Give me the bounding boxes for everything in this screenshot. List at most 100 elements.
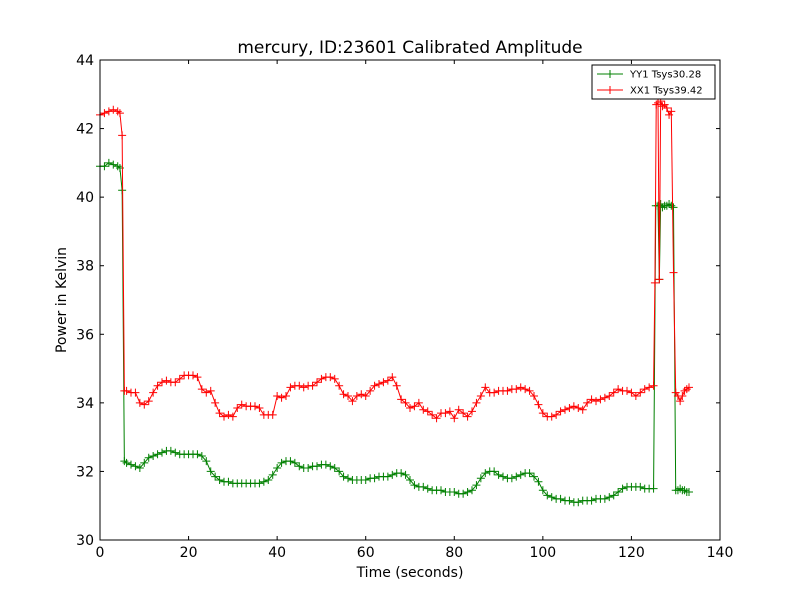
data-point-yy1 xyxy=(144,453,153,462)
x-tick-label: 140 xyxy=(707,545,734,561)
data-point-xx1 xyxy=(286,383,295,392)
data-point-xx1 xyxy=(552,410,561,419)
data-point-xx1 xyxy=(131,388,140,397)
data-point-yy1 xyxy=(609,491,618,500)
data-point-xx1 xyxy=(135,398,144,407)
y-tick-label: 32 xyxy=(76,464,94,480)
ticks-layer: 0 20 40 60 80 100 120 140 30 32 34 36 38 40 42 44 xyxy=(76,53,733,561)
data-point-yy1 xyxy=(149,452,158,460)
data-point-xx1 xyxy=(197,385,206,394)
data-point-xx1 xyxy=(406,404,414,412)
data-point-xx1 xyxy=(158,378,166,387)
data-point-yy1 xyxy=(410,481,419,490)
x-tick-label: 100 xyxy=(529,545,556,561)
data-point-xx1 xyxy=(468,407,476,416)
data-point-yy1 xyxy=(463,488,472,496)
data-point-xx1 xyxy=(118,131,127,140)
data-point-xx1 xyxy=(379,378,388,387)
data-point-xx1 xyxy=(596,395,605,404)
chart-title: mercury, ID:23601 Calibrated Amplitude xyxy=(237,38,582,58)
data-point-yy1 xyxy=(339,472,348,481)
data-point-xx1 xyxy=(578,405,587,414)
data-point-yy1 xyxy=(166,446,175,455)
y-tick-label: 42 xyxy=(76,122,94,138)
data-point-yy1 xyxy=(321,460,330,469)
data-point-yy1 xyxy=(481,469,490,478)
data-point-yy1 xyxy=(127,460,135,469)
data-point-xx1 xyxy=(171,378,180,387)
data-point-xx1 xyxy=(237,400,246,409)
data-point-yy1 xyxy=(587,496,596,505)
data-point-yy1 xyxy=(525,469,534,478)
data-point-xx1 xyxy=(273,392,282,400)
data-point-yy1 xyxy=(547,493,556,502)
data-point-xx1 xyxy=(175,374,184,383)
data-point-xx1 xyxy=(587,395,596,404)
x-tick-label: 60 xyxy=(357,545,375,561)
x-tick-label: 40 xyxy=(268,545,286,561)
data-point-xx1 xyxy=(144,397,153,406)
data-point-xx1 xyxy=(450,414,459,423)
data-point-xx1 xyxy=(326,373,335,382)
data-point-xx1 xyxy=(153,381,162,390)
data-point-xx1 xyxy=(375,380,383,388)
data-point-yy1 xyxy=(600,494,609,503)
data-point-xx1 xyxy=(649,381,658,390)
data-point-yy1 xyxy=(135,464,144,472)
data-point-yy1 xyxy=(401,470,410,479)
data-point-yy1 xyxy=(313,462,321,471)
data-point-yy1 xyxy=(153,450,162,459)
data-point-xx1 xyxy=(361,392,370,400)
data-point-xx1 xyxy=(339,390,348,399)
data-point-yy1 xyxy=(459,489,468,498)
data-point-xx1 xyxy=(534,400,543,409)
data-point-xx1 xyxy=(193,373,202,382)
data-point-yy1 xyxy=(193,450,202,459)
data-point-yy1 xyxy=(255,479,264,488)
data-point-yy1 xyxy=(335,467,344,476)
data-point-xx1 xyxy=(512,385,521,394)
data-point-xx1 xyxy=(503,386,512,395)
data-point-xx1 xyxy=(669,268,678,277)
plot-frame xyxy=(99,59,721,541)
data-point-xx1 xyxy=(255,404,264,412)
data-point-xx1 xyxy=(459,409,468,418)
x-axis-label: Time (seconds) xyxy=(356,565,464,581)
data-point-yy1 xyxy=(206,467,215,476)
data-point-yy1 xyxy=(534,477,543,486)
data-point-yy1 xyxy=(215,476,224,484)
data-point-xx1 xyxy=(189,371,197,380)
data-point-xx1 xyxy=(299,383,308,392)
data-point-xx1 xyxy=(685,383,693,392)
data-point-yy1 xyxy=(649,484,658,493)
data-point-xx1 xyxy=(565,404,574,412)
data-point-yy1 xyxy=(304,464,313,472)
data-point-xx1 xyxy=(556,407,565,416)
data-point-yy1 xyxy=(330,464,339,472)
data-point-yy1 xyxy=(259,477,268,486)
data-point-xx1 xyxy=(410,402,419,411)
data-point-xx1 xyxy=(348,397,357,406)
data-point-xx1 xyxy=(605,392,614,400)
data-point-xx1 xyxy=(251,402,259,411)
data-point-yy1 xyxy=(450,488,459,496)
data-point-yy1 xyxy=(406,476,414,484)
data-point-yy1 xyxy=(264,476,273,484)
data-point-yy1 xyxy=(370,474,379,483)
data-point-yy1 xyxy=(104,158,113,167)
data-point-xx1 xyxy=(640,385,649,394)
data-point-yy1 xyxy=(512,472,521,481)
legend-entry-yy1: YY1 Tsys30.28 xyxy=(597,70,701,81)
data-point-xx1 xyxy=(366,386,375,395)
legend-marker-xx1 xyxy=(606,86,614,94)
data-point-xx1 xyxy=(463,412,472,421)
data-point-yy1 xyxy=(383,472,392,481)
data-point-xx1 xyxy=(481,383,490,392)
data-point-xx1 xyxy=(592,397,600,406)
data-point-yy1 xyxy=(669,203,678,212)
data-point-xx1 xyxy=(202,388,211,397)
data-point-yy1 xyxy=(574,498,583,507)
data-point-xx1 xyxy=(678,392,687,400)
data-point-yy1 xyxy=(140,458,149,467)
